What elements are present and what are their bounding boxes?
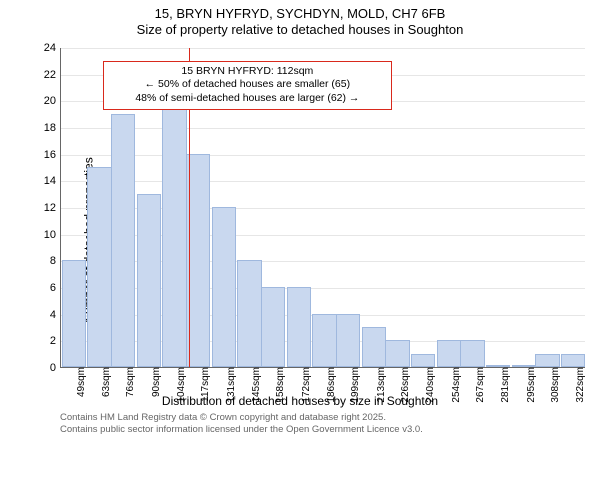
y-tick-label: 0: [50, 362, 61, 374]
y-tick-label: 10: [44, 229, 61, 241]
y-tick-label: 18: [44, 122, 61, 134]
histogram-bar: [362, 327, 386, 367]
y-tick-label: 8: [50, 255, 61, 267]
x-tick-label: 49sqm: [72, 367, 87, 397]
gridline-h: [61, 181, 585, 182]
gridline-h: [61, 128, 585, 129]
annotation-line-3: 48% of semi-detached houses are larger (…: [110, 92, 385, 106]
annotation-line-2: ← 50% of detached houses are smaller (65…: [110, 78, 385, 92]
attribution-block: Contains HM Land Registry data © Crown c…: [60, 412, 423, 436]
histogram-bar: [336, 314, 360, 367]
x-tick-label: 63sqm: [97, 367, 112, 397]
title-line-2: Size of property relative to detached ho…: [0, 22, 600, 38]
attribution-line-2: Contains public sector information licen…: [60, 424, 423, 436]
title-line-1: 15, BRYN HYFRYD, SYCHDYN, MOLD, CH7 6FB: [0, 6, 600, 22]
x-tick-label: 90sqm: [147, 367, 162, 397]
histogram-bar: [137, 194, 161, 367]
histogram-bar: [385, 340, 409, 367]
y-tick-label: 4: [50, 309, 61, 321]
y-tick-label: 20: [44, 95, 61, 107]
attribution-line-1: Contains HM Land Registry data © Crown c…: [60, 412, 423, 424]
histogram-bar: [312, 314, 336, 367]
y-tick-label: 12: [44, 202, 61, 214]
y-tick-label: 24: [44, 42, 61, 54]
y-tick-label: 14: [44, 175, 61, 187]
histogram-bar: [111, 114, 135, 367]
histogram-bar: [62, 260, 86, 367]
x-axis-label: Distribution of detached houses by size …: [0, 394, 600, 408]
histogram-bar: [437, 340, 461, 367]
histogram-bar: [162, 100, 186, 367]
chart-area: Number of detached properties 0246810121…: [0, 40, 600, 440]
plot-area: 02468101214161820222449sqm63sqm76sqm90sq…: [60, 48, 585, 368]
histogram-bar: [287, 287, 311, 367]
histogram-bar: [212, 207, 236, 367]
figure-container: 15, BRYN HYFRYD, SYCHDYN, MOLD, CH7 6FB …: [0, 0, 600, 500]
title-block: 15, BRYN HYFRYD, SYCHDYN, MOLD, CH7 6FB …: [0, 0, 600, 39]
y-tick-label: 2: [50, 335, 61, 347]
histogram-bar: [561, 354, 585, 367]
histogram-bar: [411, 354, 435, 367]
histogram-bar: [535, 354, 559, 367]
gridline-h: [61, 155, 585, 156]
annotation-box: 15 BRYN HYFRYD: 112sqm ← 50% of detached…: [103, 61, 392, 110]
gridline-h: [61, 48, 585, 49]
y-tick-label: 16: [44, 149, 61, 161]
histogram-bar: [237, 260, 261, 367]
histogram-bar: [87, 167, 111, 367]
x-tick-label: 76sqm: [121, 367, 136, 397]
y-tick-label: 22: [44, 69, 61, 81]
y-tick-label: 6: [50, 282, 61, 294]
histogram-bar: [261, 287, 285, 367]
annotation-line-1: 15 BRYN HYFRYD: 112sqm: [110, 65, 385, 79]
histogram-bar: [460, 340, 484, 367]
